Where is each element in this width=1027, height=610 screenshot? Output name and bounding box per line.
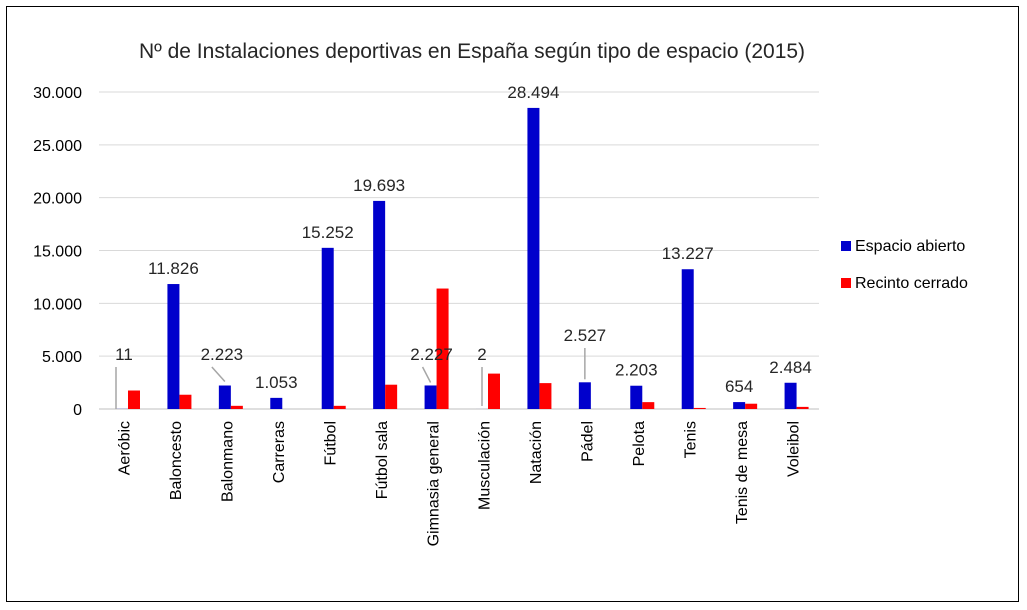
data-label: 13.227 [662, 244, 714, 263]
bar [642, 402, 655, 409]
category-label: Musculación [477, 421, 494, 510]
y-tick-label: 10.000 [33, 296, 82, 313]
category-label: Tenis de mesa [734, 421, 751, 524]
category-label: Baloncesto [168, 421, 185, 500]
y-tick-label: 5.000 [42, 349, 82, 366]
y-tick-label: 0 [73, 402, 82, 419]
bar [630, 385, 643, 409]
bar [424, 385, 437, 409]
bar [436, 288, 449, 409]
y-tick-label: 15.000 [33, 244, 82, 261]
chart-title: Nº de Instalaciones deportivas en España… [139, 40, 805, 63]
data-label: 11 [115, 345, 133, 364]
legend-label: Recinto cerrado [855, 275, 968, 292]
bar [578, 382, 591, 409]
category-label: Carreras [271, 421, 288, 483]
bar [385, 384, 398, 409]
data-label: 2.203 [615, 361, 658, 380]
y-tick-label: 30.000 [33, 85, 82, 102]
category-label: Balonmano [220, 421, 237, 502]
category-label: Pelota [631, 421, 648, 466]
data-label: 28.494 [507, 83, 559, 102]
category-label: Gimnasia general [425, 421, 442, 546]
y-axis-ticks: 30.000 25.000 20.000 15.000 10.000 5.000 0 [33, 85, 82, 419]
data-label: 2 [477, 345, 486, 364]
data-label: 19.693 [353, 176, 405, 195]
bar [270, 397, 283, 409]
legend-swatch [841, 278, 851, 288]
bar [527, 107, 540, 410]
label-leaders [115, 348, 586, 409]
legend-swatch [841, 241, 851, 251]
label-leader-line [421, 366, 432, 383]
chart-svg: Nº de Instalaciones deportivas en España… [33, 40, 968, 547]
data-labels: 11 11.826 2.223 1.053 15.252 19.693 2.227 2 28.4… [115, 83, 812, 396]
data-label: 1.053 [255, 373, 298, 392]
data-label: 654 [725, 377, 753, 396]
bar [167, 284, 180, 409]
bar [539, 383, 552, 409]
bar [796, 406, 809, 409]
bar [733, 402, 746, 409]
data-label: 2.227 [410, 345, 453, 364]
label-leader-line [211, 366, 226, 383]
y-tick-label: 25.000 [33, 138, 82, 155]
bars [116, 107, 809, 410]
bar [230, 405, 243, 409]
category-label: Aeróbic [117, 421, 134, 475]
data-label: 2.527 [564, 326, 607, 345]
category-label: Pádel [580, 421, 597, 462]
bar [333, 405, 346, 409]
bar [373, 200, 386, 409]
bar [693, 407, 706, 409]
bar [128, 390, 140, 409]
bar [488, 373, 500, 409]
legend-label: Espacio abierto [855, 238, 965, 255]
category-label: Natación [528, 421, 545, 484]
category-label: Fútbol [322, 421, 339, 465]
chart-frame: Nº de Instalaciones deportivas en España… [6, 6, 1019, 602]
bar [784, 382, 797, 409]
data-label: 11.826 [148, 259, 199, 278]
bar [321, 247, 334, 409]
category-labels: Aeróbic Baloncesto Balonmano Carreras Fútbol… [117, 421, 803, 547]
category-label: Tenis [682, 421, 699, 458]
bar [218, 385, 231, 409]
bar [179, 394, 192, 409]
data-label: 2.484 [769, 358, 812, 377]
data-label: 15.252 [302, 223, 354, 242]
legend: Espacio abierto Recinto cerrado [841, 238, 968, 292]
bar [681, 269, 694, 409]
data-label: 2.223 [201, 345, 244, 364]
category-label: Voleibol [785, 421, 802, 477]
category-label: Fútbol sala [374, 421, 391, 499]
bar [745, 403, 758, 409]
y-tick-label: 20.000 [33, 191, 82, 208]
